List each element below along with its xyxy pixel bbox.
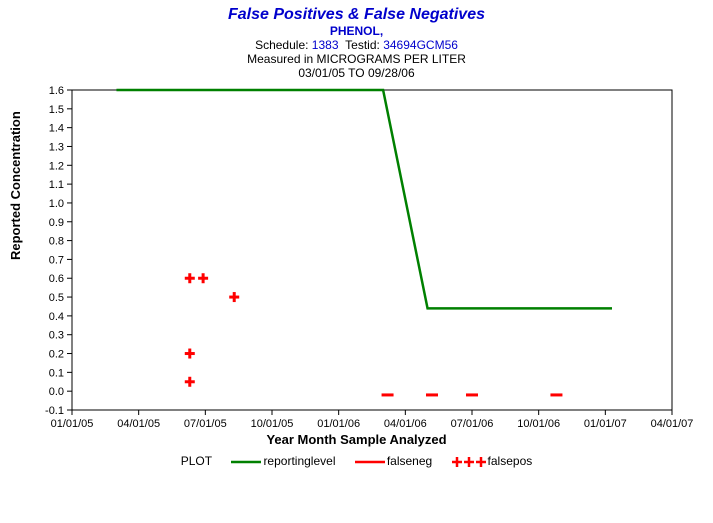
- svg-text:1.2: 1.2: [49, 160, 64, 172]
- analyte-name: PHENOL,: [0, 24, 713, 38]
- svg-text:07/01/05: 07/01/05: [184, 418, 227, 430]
- svg-text:0.2: 0.2: [49, 349, 64, 361]
- x-axis-title: Year Month Sample Analyzed: [0, 432, 713, 447]
- svg-text:0.3: 0.3: [49, 330, 64, 342]
- plus-swatch-icon: [452, 456, 486, 468]
- svg-text:1.3: 1.3: [49, 141, 64, 153]
- svg-text:07/01/06: 07/01/06: [451, 418, 494, 430]
- svg-text:1.4: 1.4: [49, 123, 64, 135]
- legend-item-falseneg: falseneg: [355, 454, 432, 468]
- svg-text:04/01/07: 04/01/07: [651, 418, 694, 430]
- svg-text:-0.1: -0.1: [45, 405, 64, 417]
- svg-text:0.6: 0.6: [49, 273, 64, 285]
- svg-text:0.7: 0.7: [49, 254, 64, 266]
- units-line: Measured in MICROGRAMS PER LITER: [0, 52, 713, 66]
- legend-text-reportinglevel: reportinglevel: [263, 454, 335, 468]
- svg-text:1.0: 1.0: [49, 198, 64, 210]
- date-range: 03/01/05 TO 09/28/06: [0, 66, 713, 80]
- svg-text:01/01/07: 01/01/07: [584, 418, 627, 430]
- schedule-label: Schedule:: [255, 38, 308, 52]
- svg-text:1.1: 1.1: [49, 179, 64, 191]
- y-axis-title: Reported Concentration: [8, 111, 23, 260]
- svg-text:0.8: 0.8: [49, 236, 64, 248]
- legend: PLOT reportinglevel falseneg falsepos: [0, 453, 713, 468]
- plot-area: -0.1 0.0 0.1 0.2 0.3 0.4 0.5 0.6 0.7 0.8 0.9 1.0 1.1…: [0, 80, 713, 430]
- schedule-value: 1383: [312, 38, 339, 52]
- svg-text:0.5: 0.5: [49, 292, 64, 304]
- legend-text-falseneg: falseneg: [387, 454, 432, 468]
- schedule-testid-line: Schedule: 1383 Testid: 34694GCM56: [0, 38, 713, 52]
- svg-text:10/01/05: 10/01/05: [251, 418, 294, 430]
- legend-item-falsepos: falsepos: [452, 454, 533, 468]
- svg-text:1.5: 1.5: [49, 104, 64, 116]
- svg-text:1.6: 1.6: [49, 85, 64, 97]
- svg-text:01/01/06: 01/01/06: [317, 418, 360, 430]
- svg-text:0.1: 0.1: [49, 367, 64, 379]
- svg-text:0.0: 0.0: [49, 386, 64, 398]
- legend-label: PLOT: [181, 454, 212, 468]
- testid-value: 34694GCM56: [383, 38, 458, 52]
- legend-item-reportinglevel: reportinglevel: [231, 454, 335, 468]
- svg-text:0.9: 0.9: [49, 217, 64, 229]
- chart-container: False Positives & False Negatives PHENOL…: [0, 0, 713, 523]
- svg-text:04/01/05: 04/01/05: [117, 418, 160, 430]
- line-swatch-icon: [231, 457, 261, 467]
- svg-text:0.4: 0.4: [49, 311, 64, 323]
- svg-text:10/01/06: 10/01/06: [517, 418, 560, 430]
- main-title: False Positives & False Negatives: [0, 6, 713, 24]
- legend-text-falsepos: falsepos: [488, 454, 533, 468]
- dash-swatch-icon: [355, 457, 385, 467]
- svg-text:01/01/05: 01/01/05: [51, 418, 94, 430]
- testid-label: Testid:: [345, 38, 380, 52]
- svg-text:04/01/06: 04/01/06: [384, 418, 427, 430]
- title-block: False Positives & False Negatives PHENOL…: [0, 0, 713, 80]
